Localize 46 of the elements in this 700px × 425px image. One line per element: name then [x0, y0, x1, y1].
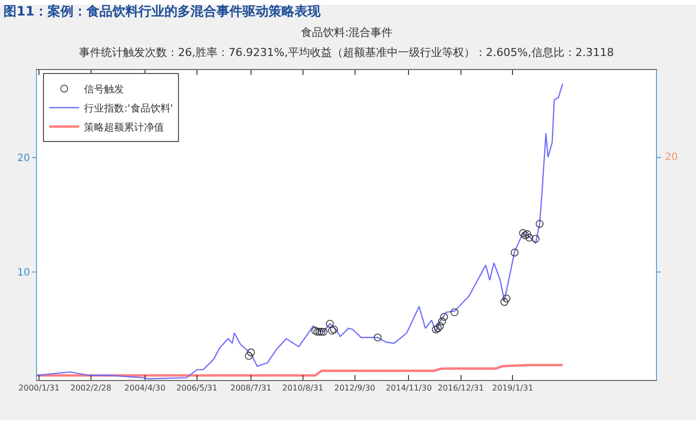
point [532, 234, 540, 243]
point [244, 352, 253, 360]
point [525, 234, 534, 242]
point [313, 328, 322, 336]
text: 事件统计触发次数：26,胜率：76.9231%,平均收益（超额基准中一级行业等权）：2.605%,信息比：2.3118 [79, 46, 614, 59]
text: 20 [665, 152, 678, 163]
point [510, 248, 519, 256]
x-tick-label: 2008/7/31 [230, 384, 272, 393]
point [521, 231, 529, 240]
point [374, 334, 382, 342]
point [502, 294, 510, 302]
point [436, 322, 444, 330]
point [434, 324, 442, 332]
point [438, 318, 446, 326]
x-tick-label: 2004/4/30 [124, 384, 166, 393]
chart-title: 图11：案例：食品饮料行业的多混合事件驱动策略表现 [4, 3, 322, 20]
x-tick-label: 2014/11/30 [386, 384, 432, 393]
point [326, 320, 334, 328]
point [500, 298, 508, 306]
chart-subtitle: 食品饮料:混合事件 [301, 26, 393, 39]
point [330, 326, 338, 334]
point [318, 328, 326, 336]
x-tick-label: 2012/9/30 [334, 384, 376, 393]
point [320, 328, 328, 336]
point [311, 326, 320, 335]
x-tick-label: 2006/5/31 [176, 384, 218, 393]
point [536, 220, 544, 228]
x-tick-label: 2016/12/31 [438, 384, 484, 393]
legend-label: 行业指数:'食品饮料' [84, 102, 174, 114]
point [316, 328, 324, 336]
legend-label: 信号触发 [84, 84, 124, 96]
legend-label: 策略超额累计净值 [84, 122, 164, 134]
line-series [37, 364, 564, 377]
point [440, 312, 448, 321]
point [328, 326, 336, 335]
x-tick-label: 2002/2/28 [70, 384, 112, 393]
point [450, 308, 458, 316]
point [247, 348, 255, 356]
x-tick-label: 2000/1/31 [18, 384, 60, 393]
x-tick-label: 2010/8/31 [282, 384, 324, 393]
line-series [37, 83, 564, 380]
point [523, 230, 532, 238]
x-tick-label: 2019/1/31 [492, 384, 534, 393]
point [432, 326, 440, 334]
point [519, 229, 527, 237]
y-tick-label: 10 [17, 268, 30, 279]
